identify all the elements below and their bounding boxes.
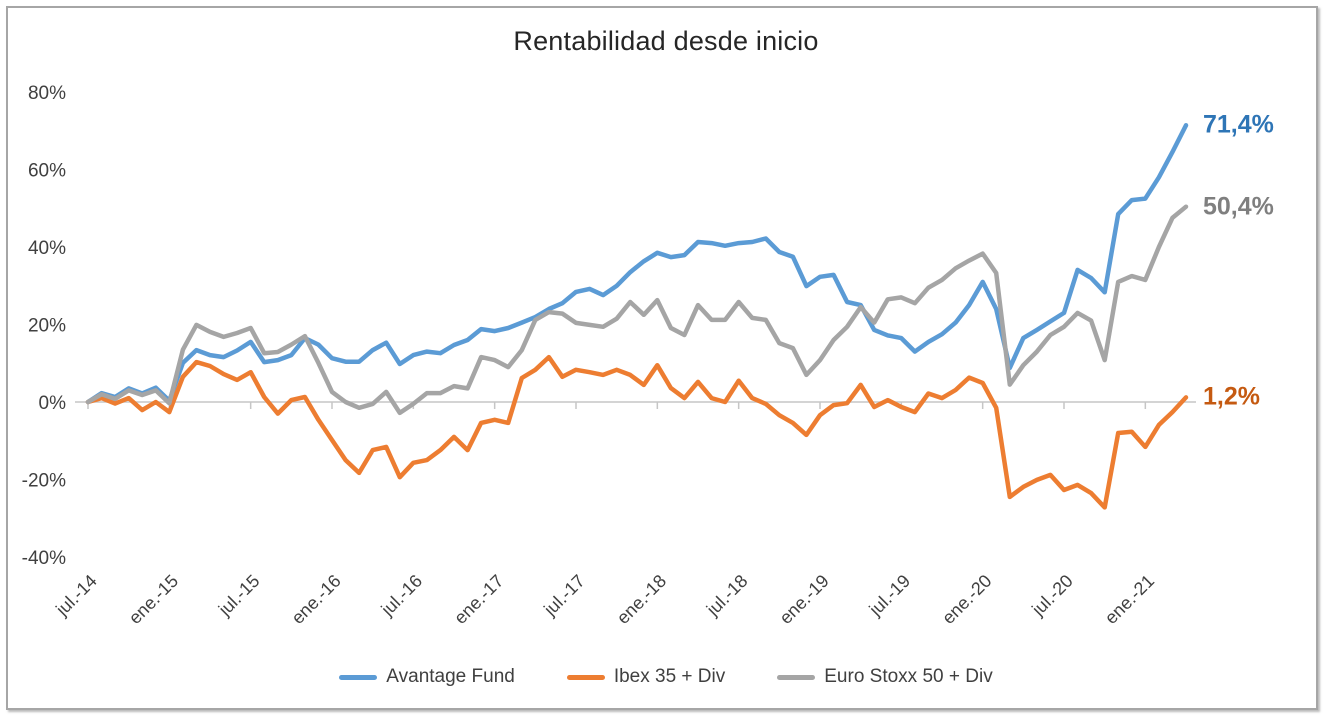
end-label-avantage: 71,4%	[1203, 110, 1274, 139]
legend-swatch-avantage	[339, 674, 378, 680]
end-label-ibex: 1,2%	[1203, 382, 1260, 411]
legend-label: Ibex 35 + Div	[613, 666, 726, 687]
end-label-eurostoxx: 50,4%	[1203, 192, 1274, 221]
chart-title: Rentabilidad desde inicio	[513, 26, 819, 56]
legend-item-ibex: Ibex 35 + Div	[566, 666, 726, 688]
legend-label: Euro Stoxx 50 + Div	[824, 666, 993, 687]
legend-swatch-eurostoxx	[777, 674, 816, 680]
legend-swatch-ibex	[566, 674, 605, 680]
legend-label: Avantage Fund	[386, 666, 515, 687]
legend: Avantage Fund Ibex 35 + Div Euro Stoxx 50 …	[0, 666, 1332, 688]
legend-item-eurostoxx: Euro Stoxx 50 + Div	[777, 666, 993, 688]
legend-item-avantage: Avantage Fund	[339, 666, 515, 688]
chart-frame	[6, 6, 1318, 710]
